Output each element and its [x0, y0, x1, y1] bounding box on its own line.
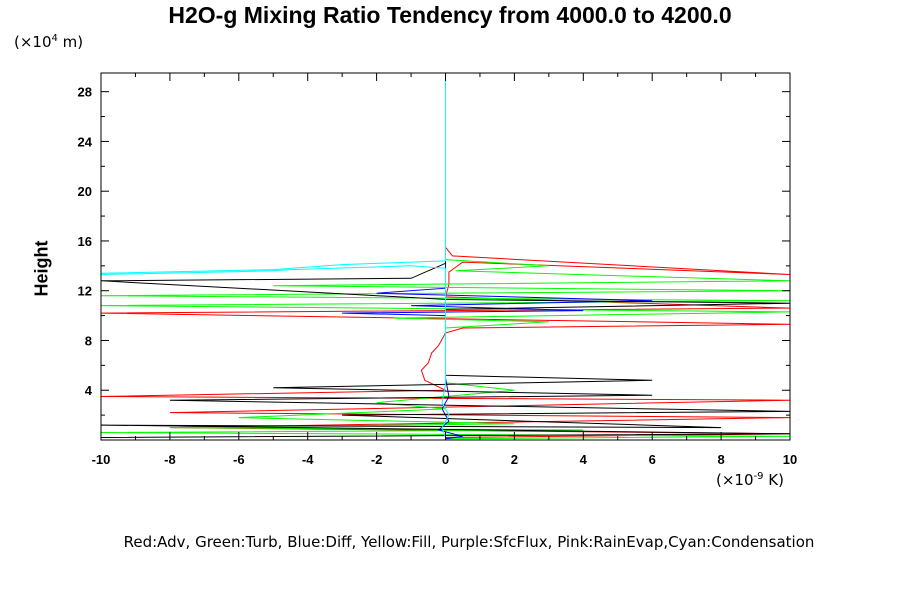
y-units-suffix: m) — [57, 33, 84, 51]
x-tick-label: -8 — [164, 452, 176, 467]
chart-title: H2O-g Mixing Ratio Tendency from 4000.0 … — [168, 2, 732, 28]
series-line-4 — [100, 73, 450, 438]
x-tick-label: 2 — [511, 452, 518, 467]
legend-text: Red:Adv, Green:Turb, Blue:Diff, Yellow:F… — [123, 533, 815, 551]
x-tick-label: 6 — [649, 452, 656, 467]
series-line-0 — [100, 73, 791, 438]
x-tick-label: 0 — [442, 452, 449, 467]
y-tick-label: 28 — [78, 85, 92, 100]
series-layer — [100, 73, 791, 440]
y-tick-label: 16 — [78, 234, 92, 249]
series-line-3 — [100, 73, 791, 438]
x-tick-label: -2 — [371, 452, 383, 467]
x-tick-label: 10 — [783, 452, 797, 467]
x-tick-label: -6 — [233, 452, 245, 467]
y-units-exponent: 4 — [51, 33, 58, 44]
series-line-2 — [342, 73, 653, 440]
y-tick-label: 8 — [85, 333, 92, 348]
y-units-prefix: (×10 — [14, 33, 52, 51]
y-axis-units: (×104 m) — [14, 33, 83, 51]
x-tick-label: 4 — [580, 452, 588, 467]
y-tick-label: 24 — [78, 134, 93, 149]
y-tick-label: 12 — [78, 284, 92, 299]
x-tick-label: 8 — [717, 452, 724, 467]
x-tick-label: -10 — [92, 452, 111, 467]
x-units-exponent: -9 — [753, 471, 764, 482]
plot-frame — [100, 72, 791, 441]
x-units-suffix: K) — [763, 471, 784, 489]
x-units-prefix: (×10 — [716, 471, 754, 489]
y-tick-label: 4 — [85, 383, 93, 398]
x-axis-units: (×10-9 K) — [716, 471, 784, 489]
y-tick-label: 20 — [78, 184, 92, 199]
x-tick-label: -4 — [302, 452, 314, 467]
